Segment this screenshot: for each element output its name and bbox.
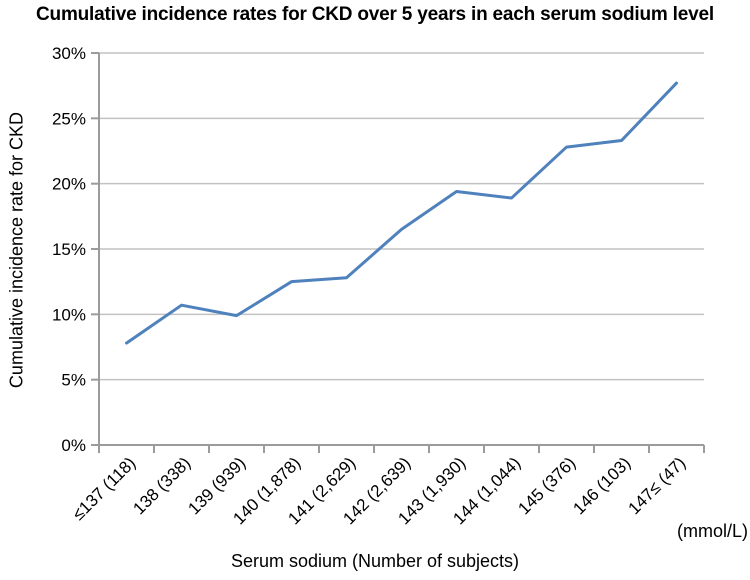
x-tick-label: 147≤ (47) xyxy=(625,453,690,518)
y-tick-label: 10% xyxy=(52,305,86,324)
y-tick-label: 0% xyxy=(61,436,86,455)
chart-title: Cumulative incidence rates for CKD over … xyxy=(36,4,714,25)
x-axis-unit-label: (mmol/L) xyxy=(677,521,748,541)
y-tick-label: 5% xyxy=(61,371,86,390)
x-tick-label: 146 (103) xyxy=(569,453,634,518)
x-tick-label: ≤137 (118) xyxy=(69,453,140,524)
y-tick-label: 30% xyxy=(52,44,86,63)
data-line xyxy=(125,81,678,345)
y-tick-label: 25% xyxy=(52,109,86,128)
y-tick-label: 15% xyxy=(52,240,86,259)
x-tick-label: 138 (338) xyxy=(129,453,194,518)
x-axis-title: Serum sodium (Number of subjects) xyxy=(230,551,520,571)
x-tick-label: 145 (376) xyxy=(514,453,579,518)
y-tick-label: 20% xyxy=(52,175,86,194)
